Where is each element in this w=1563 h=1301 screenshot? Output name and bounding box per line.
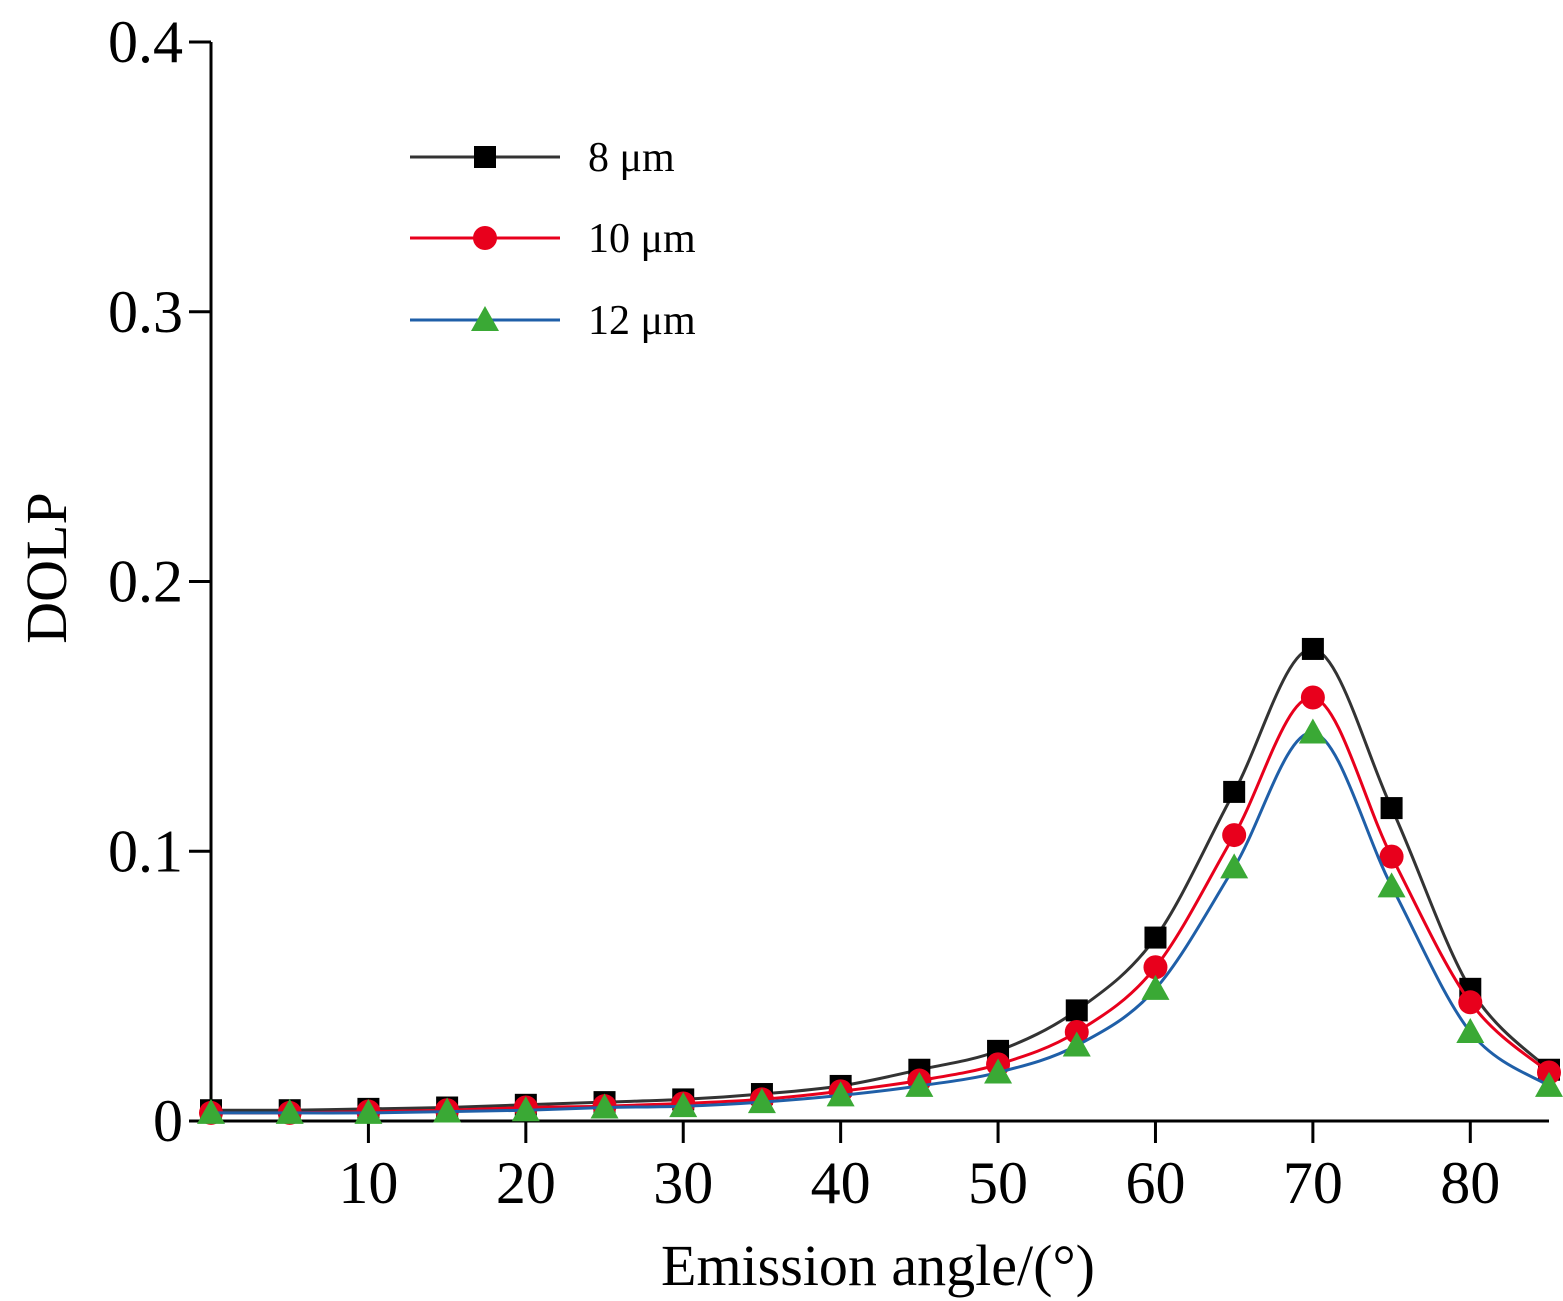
data-point [905, 1071, 934, 1097]
series-layer [197, 637, 1563, 1125]
x-tick-label: 30 [653, 1150, 713, 1216]
data-point [1380, 797, 1403, 820]
x-tick-label: 70 [1283, 1150, 1343, 1216]
data-point [984, 1058, 1013, 1084]
y-tick-label: 0.1 [108, 818, 183, 884]
x-tick-label: 60 [1125, 1150, 1185, 1216]
y-tick-label: 0.2 [108, 549, 183, 615]
legend-marker [471, 306, 499, 331]
data-point [1223, 780, 1246, 803]
x-tick-label: 20 [496, 1150, 556, 1216]
x-tick-label: 80 [1440, 1150, 1500, 1216]
y-tick-label: 0.4 [108, 9, 183, 75]
legend-marker [474, 146, 496, 168]
data-point [354, 1098, 383, 1124]
data-point [1062, 1031, 1091, 1057]
data-point [1141, 974, 1170, 1000]
data-point [275, 1098, 304, 1124]
x-tick-label: 10 [338, 1150, 398, 1216]
legend-label: 10 μm [588, 216, 696, 262]
data-point [197, 1098, 225, 1124]
data-point [1144, 926, 1167, 949]
series-line [210, 696, 1550, 1115]
series-2 [197, 718, 1563, 1124]
data-point [1379, 844, 1404, 869]
data-point [433, 1097, 462, 1123]
data-point [1143, 955, 1168, 980]
series-line [210, 731, 1550, 1115]
x-tick-label: 50 [968, 1150, 1028, 1216]
series-0 [200, 637, 1560, 1122]
legend: 8 μm 10 μm 12 μm [410, 135, 696, 344]
data-point [1298, 718, 1327, 744]
data-point [1065, 999, 1088, 1022]
data-point [590, 1093, 619, 1119]
legend-marker [473, 226, 497, 250]
y-ticks: 0 0.1 0.2 0.3 0.4 [108, 9, 211, 1154]
legend-label: 12 μm [588, 298, 696, 344]
series-line [210, 647, 1551, 1112]
data-point [669, 1092, 698, 1118]
data-point [1222, 823, 1247, 848]
data-point [1300, 685, 1325, 710]
data-point [1458, 990, 1483, 1015]
y-tick-label: 0 [153, 1088, 183, 1154]
data-point [511, 1096, 540, 1122]
axes: 0 0.1 0.2 0.3 0.4 10 20 30 40 50 60 70 80 [108, 9, 1549, 1216]
legend-item: 10 μm [410, 216, 696, 262]
x-tick-label: 40 [811, 1150, 871, 1216]
y-axis-title: DOLP [14, 492, 79, 643]
data-point [1301, 637, 1324, 660]
legend-label: 8 μm [588, 135, 675, 181]
data-point [1220, 853, 1249, 879]
data-point [826, 1081, 855, 1107]
data-point [1535, 1071, 1563, 1097]
y-tick-label: 0.3 [108, 279, 183, 345]
x-ticks: 10 20 30 40 50 60 70 80 [338, 1121, 1500, 1216]
series-1 [199, 685, 1561, 1125]
x-axis-title: Emission angle/(°) [661, 1233, 1095, 1298]
data-point [1377, 872, 1406, 898]
legend-item: 12 μm [410, 298, 696, 344]
data-point [1456, 1017, 1485, 1043]
data-point [747, 1088, 776, 1114]
legend-item: 8 μm [410, 135, 675, 181]
